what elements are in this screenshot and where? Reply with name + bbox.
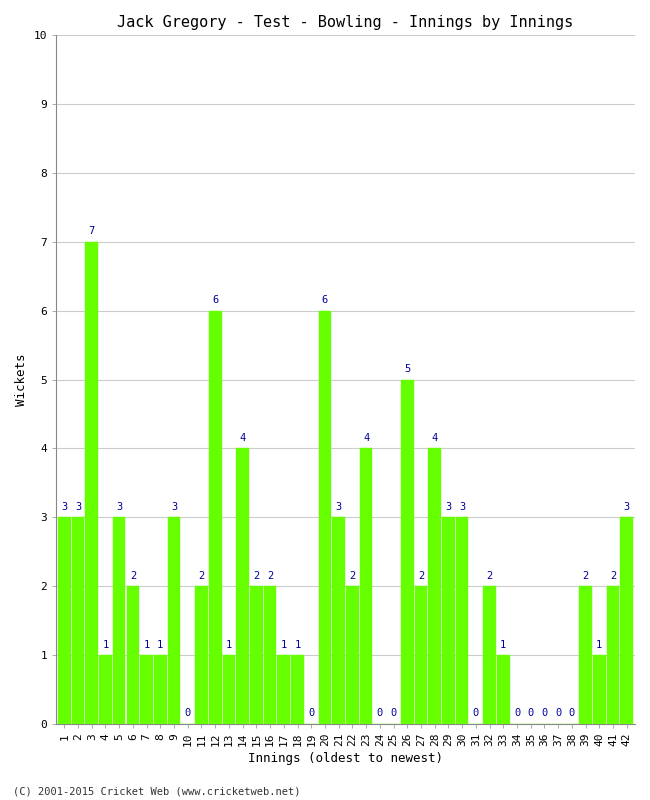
Text: 4: 4 — [240, 433, 246, 443]
Text: 1: 1 — [226, 639, 232, 650]
Text: 3: 3 — [335, 502, 342, 512]
Text: 3: 3 — [116, 502, 122, 512]
Bar — [250, 586, 263, 724]
Text: 2: 2 — [130, 570, 136, 581]
Text: 5: 5 — [404, 364, 410, 374]
Bar — [113, 518, 125, 724]
Bar — [127, 586, 139, 724]
Text: 3: 3 — [445, 502, 452, 512]
Text: 1: 1 — [157, 639, 163, 650]
Bar — [442, 518, 455, 724]
Text: 1: 1 — [500, 639, 506, 650]
Bar — [99, 655, 112, 724]
Bar — [346, 586, 359, 724]
Bar — [415, 586, 427, 724]
Text: 1: 1 — [102, 639, 109, 650]
Bar — [209, 310, 222, 724]
Bar — [85, 242, 98, 724]
Text: 1: 1 — [144, 639, 150, 650]
Text: 0: 0 — [391, 709, 396, 718]
Title: Jack Gregory - Test - Bowling - Innings by Innings: Jack Gregory - Test - Bowling - Innings … — [118, 15, 574, 30]
Text: 6: 6 — [322, 295, 328, 306]
Bar — [140, 655, 153, 724]
Text: 6: 6 — [212, 295, 218, 306]
Text: 2: 2 — [254, 570, 259, 581]
Text: 2: 2 — [198, 570, 205, 581]
Bar — [58, 518, 71, 724]
Text: 1: 1 — [294, 639, 301, 650]
Text: 3: 3 — [75, 502, 81, 512]
Bar — [237, 449, 249, 724]
Text: 4: 4 — [363, 433, 369, 443]
Text: 2: 2 — [267, 570, 273, 581]
Bar — [264, 586, 276, 724]
Text: 1: 1 — [596, 639, 603, 650]
Bar — [360, 449, 372, 724]
Text: 1: 1 — [281, 639, 287, 650]
Text: 0: 0 — [569, 709, 575, 718]
Bar — [72, 518, 84, 724]
Text: 0: 0 — [555, 709, 562, 718]
Bar — [168, 518, 180, 724]
Bar — [456, 518, 469, 724]
Bar — [401, 380, 413, 724]
Text: 3: 3 — [623, 502, 630, 512]
Text: 3: 3 — [171, 502, 177, 512]
Bar — [318, 310, 332, 724]
Bar — [483, 586, 496, 724]
Bar — [222, 655, 235, 724]
Bar — [195, 586, 208, 724]
Text: 3: 3 — [61, 502, 68, 512]
Text: 0: 0 — [473, 709, 479, 718]
Text: 0: 0 — [308, 709, 315, 718]
Bar — [154, 655, 166, 724]
Text: 0: 0 — [514, 709, 520, 718]
Text: 0: 0 — [185, 709, 191, 718]
Bar — [606, 586, 619, 724]
Bar — [621, 518, 633, 724]
Text: 0: 0 — [541, 709, 547, 718]
Text: 0: 0 — [377, 709, 383, 718]
Bar — [332, 518, 345, 724]
Text: 2: 2 — [349, 570, 356, 581]
Text: 0: 0 — [528, 709, 534, 718]
Bar — [593, 655, 606, 724]
Text: 2: 2 — [486, 570, 493, 581]
Text: 4: 4 — [432, 433, 438, 443]
Bar — [428, 449, 441, 724]
Text: 2: 2 — [610, 570, 616, 581]
Text: 2: 2 — [418, 570, 424, 581]
Bar — [291, 655, 304, 724]
Text: 3: 3 — [459, 502, 465, 512]
Bar — [497, 655, 510, 724]
Text: (C) 2001-2015 Cricket Web (www.cricketweb.net): (C) 2001-2015 Cricket Web (www.cricketwe… — [13, 786, 300, 796]
X-axis label: Innings (oldest to newest): Innings (oldest to newest) — [248, 752, 443, 765]
Y-axis label: Wickets: Wickets — [15, 354, 28, 406]
Text: 2: 2 — [582, 570, 589, 581]
Text: 7: 7 — [88, 226, 95, 236]
Bar — [278, 655, 290, 724]
Bar — [579, 586, 592, 724]
